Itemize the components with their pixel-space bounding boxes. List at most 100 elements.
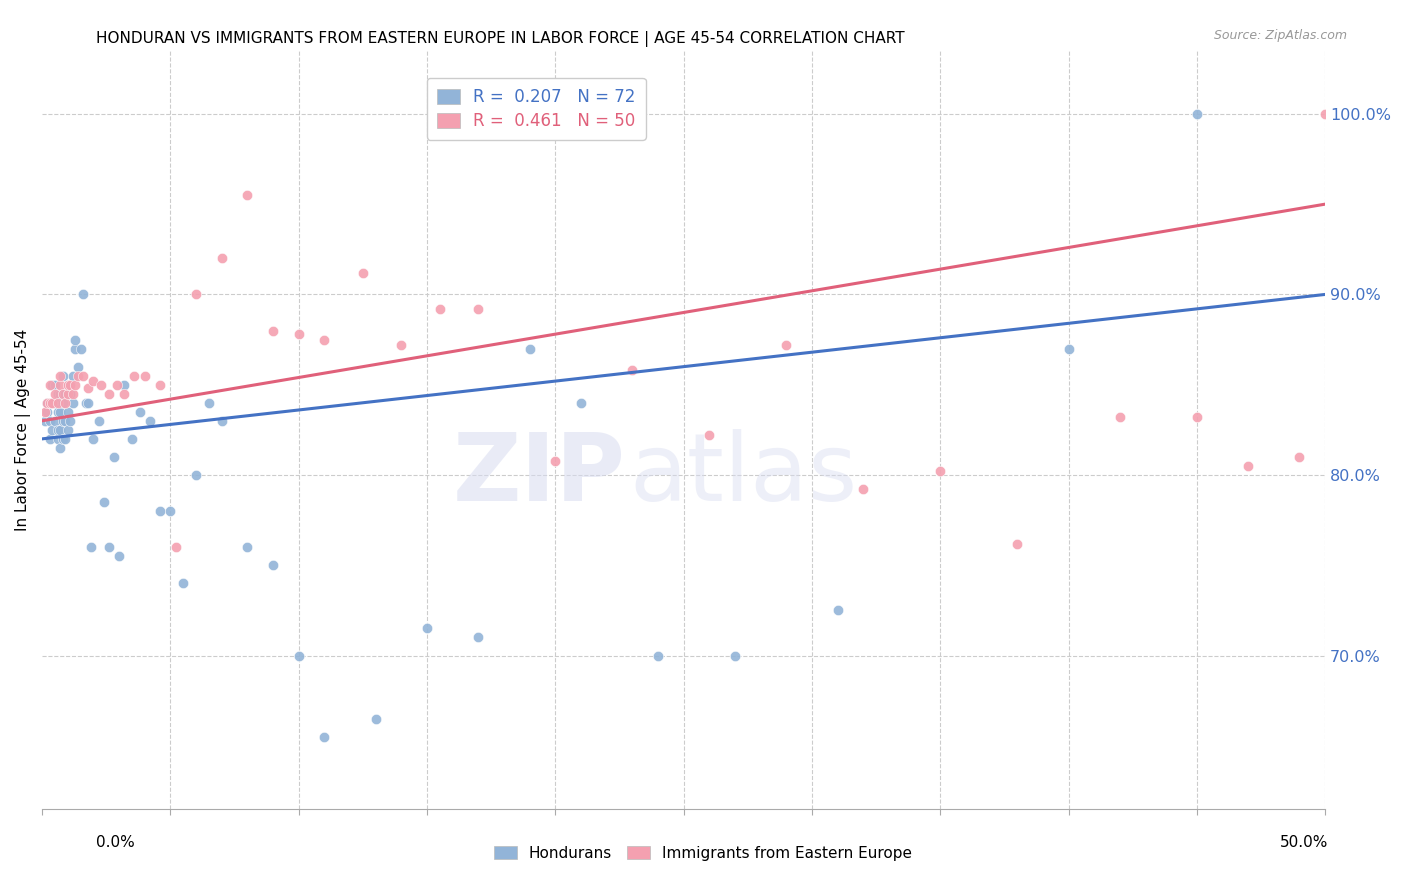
Point: [34, 414, 56, 428]
Point: [77, 396, 100, 410]
Point: [38, 396, 60, 410]
Point: [124, 368, 146, 383]
Point: [121, 432, 143, 446]
Point: [211, 252, 233, 266]
Point: [128, 405, 150, 419]
Point: [569, 396, 592, 410]
Point: [184, 467, 207, 482]
Point: [56, 423, 79, 437]
Point: [80, 540, 103, 554]
Point: [49, 368, 72, 383]
Point: [59, 386, 82, 401]
Point: [62, 386, 84, 401]
Point: [41, 377, 63, 392]
Point: [72, 287, 94, 301]
Point: [65, 377, 87, 392]
Point: [44, 377, 66, 392]
Point: [105, 377, 128, 392]
Point: [52, 386, 75, 401]
Point: [46, 396, 69, 410]
Point: [1005, 536, 1028, 550]
Point: [56, 405, 79, 419]
Point: [165, 540, 187, 554]
Point: [37, 396, 59, 410]
Point: [1057, 342, 1080, 356]
Point: [621, 363, 644, 377]
Text: 0.0%: 0.0%: [96, 836, 135, 850]
Point: [82, 432, 104, 446]
Point: [87, 414, 110, 428]
Point: [41, 423, 63, 437]
Point: [1313, 107, 1336, 121]
Point: [82, 374, 104, 388]
Point: [198, 396, 221, 410]
Point: [53, 386, 76, 401]
Point: [59, 414, 82, 428]
Point: [37, 405, 59, 419]
Point: [67, 368, 90, 383]
Point: [97, 386, 120, 401]
Point: [287, 648, 309, 663]
Point: [44, 396, 66, 410]
Point: [38, 377, 60, 392]
Point: [139, 414, 162, 428]
Point: [53, 432, 76, 446]
Point: [65, 342, 87, 356]
Point: [90, 377, 112, 392]
Point: [72, 368, 94, 383]
Point: [364, 712, 387, 726]
Point: [519, 342, 541, 356]
Point: [67, 359, 90, 374]
Point: [59, 377, 82, 392]
Point: [134, 368, 156, 383]
Point: [49, 377, 72, 392]
Point: [56, 386, 79, 401]
Point: [184, 287, 207, 301]
Point: [53, 414, 76, 428]
Point: [49, 386, 72, 401]
Point: [62, 368, 84, 383]
Point: [467, 631, 489, 645]
Point: [416, 622, 439, 636]
Point: [172, 576, 194, 591]
Point: [46, 386, 69, 401]
Point: [103, 450, 125, 464]
Point: [1185, 410, 1208, 425]
Point: [544, 453, 567, 467]
Text: ZIP: ZIP: [453, 429, 626, 521]
Point: [44, 414, 66, 428]
Point: [724, 648, 747, 663]
Point: [52, 368, 75, 383]
Legend: R =  0.207   N = 72, R =  0.461   N = 50: R = 0.207 N = 72, R = 0.461 N = 50: [426, 78, 645, 140]
Point: [38, 432, 60, 446]
Point: [314, 730, 336, 744]
Y-axis label: In Labor Force | Age 45-54: In Labor Force | Age 45-54: [15, 329, 31, 531]
Point: [49, 423, 72, 437]
Point: [112, 377, 135, 392]
Point: [262, 324, 284, 338]
Point: [389, 338, 412, 352]
Point: [69, 342, 91, 356]
Point: [236, 540, 259, 554]
Point: [1185, 107, 1208, 121]
Point: [1108, 410, 1130, 425]
Point: [46, 423, 69, 437]
Point: [1288, 450, 1310, 464]
Point: [827, 603, 849, 617]
Text: HONDURAN VS IMMIGRANTS FROM EASTERN EUROPE IN LABOR FORCE | AGE 45-54 CORRELATIO: HONDURAN VS IMMIGRANTS FROM EASTERN EURO…: [96, 31, 904, 47]
Point: [52, 432, 75, 446]
Point: [46, 405, 69, 419]
Point: [49, 405, 72, 419]
Point: [53, 396, 76, 410]
Point: [211, 414, 233, 428]
Point: [467, 301, 489, 316]
Point: [62, 396, 84, 410]
Point: [41, 396, 63, 410]
Point: [262, 558, 284, 573]
Point: [34, 405, 56, 419]
Point: [112, 386, 135, 401]
Point: [56, 377, 79, 392]
Point: [93, 495, 115, 509]
Legend: Hondurans, Immigrants from Eastern Europe: Hondurans, Immigrants from Eastern Europ…: [486, 838, 920, 868]
Point: [647, 648, 669, 663]
